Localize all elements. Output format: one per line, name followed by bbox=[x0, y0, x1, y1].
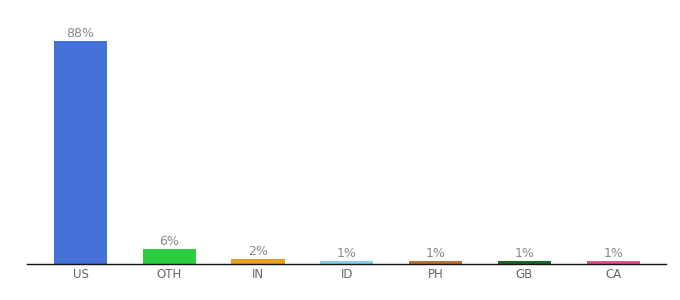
Bar bbox=[498, 262, 551, 264]
Bar bbox=[586, 262, 640, 264]
Text: 2%: 2% bbox=[248, 245, 268, 258]
Bar bbox=[320, 262, 373, 264]
Bar bbox=[54, 41, 107, 264]
Bar bbox=[143, 249, 196, 264]
Text: 1%: 1% bbox=[603, 247, 623, 260]
Bar bbox=[409, 262, 462, 264]
Text: 6%: 6% bbox=[159, 235, 180, 248]
Text: 1%: 1% bbox=[426, 247, 445, 260]
Text: 1%: 1% bbox=[514, 247, 534, 260]
Text: 88%: 88% bbox=[67, 27, 95, 40]
Text: 1%: 1% bbox=[337, 247, 357, 260]
Bar bbox=[231, 259, 285, 264]
